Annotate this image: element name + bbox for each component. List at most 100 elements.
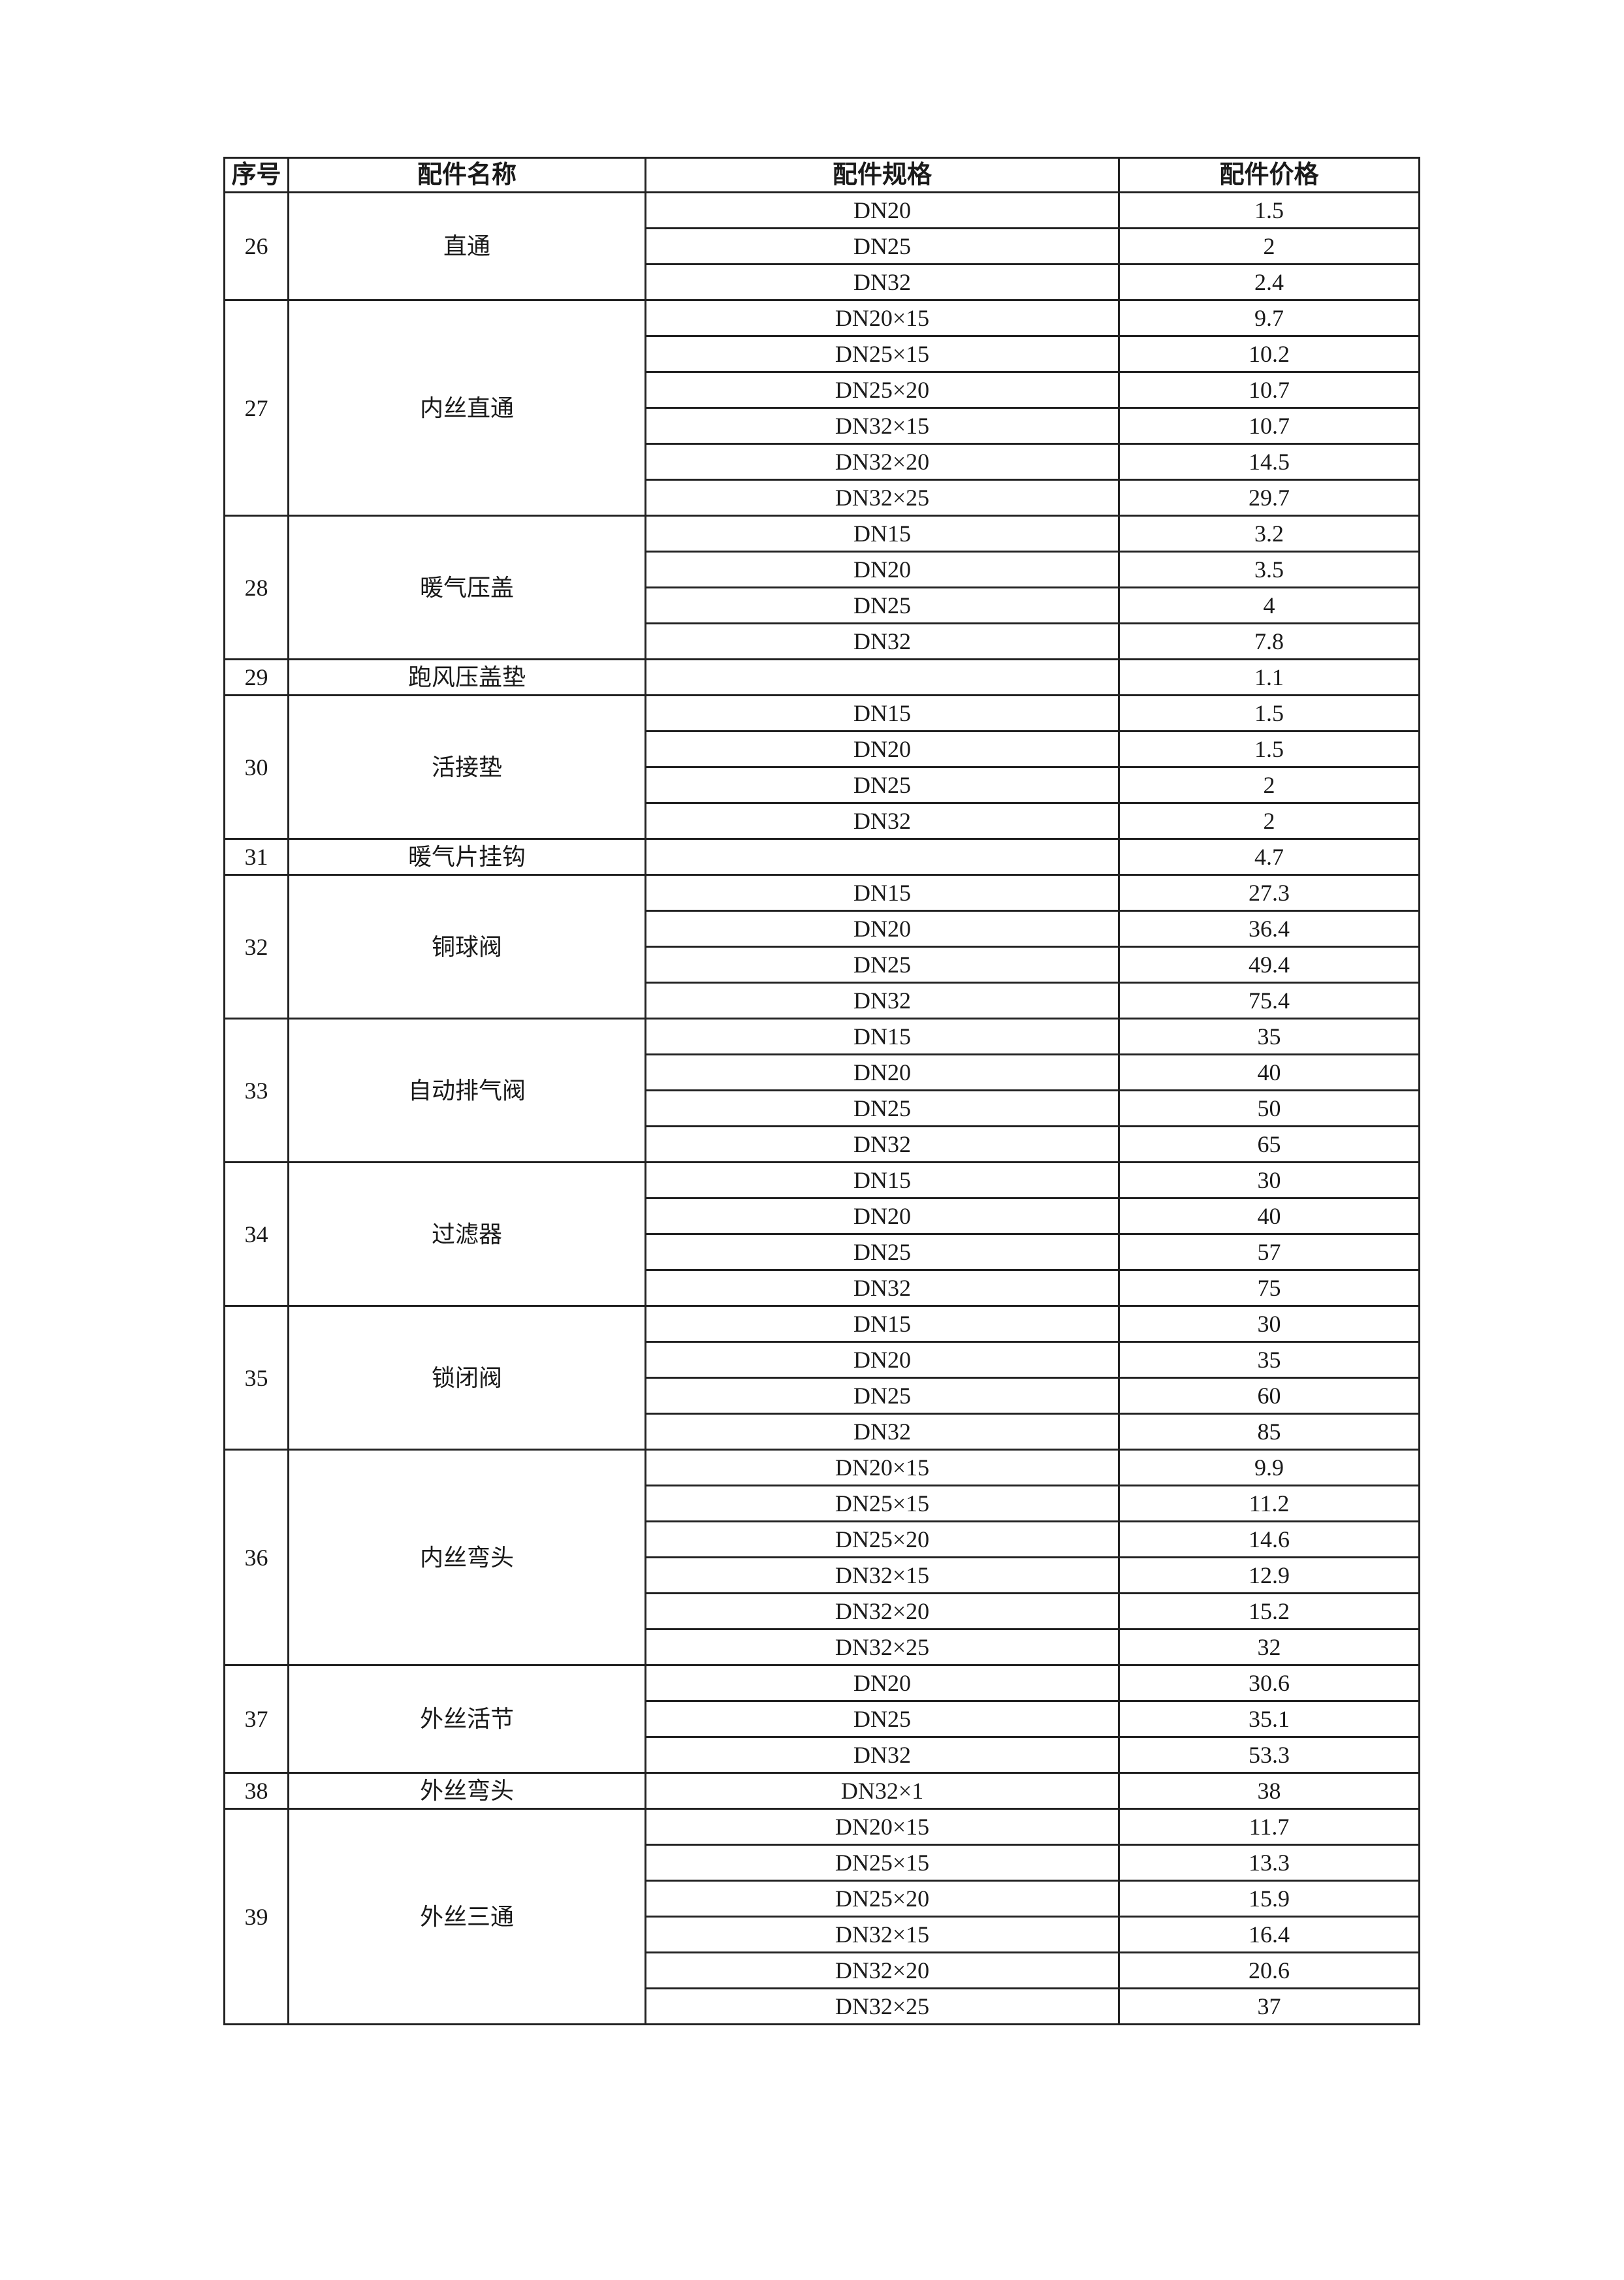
item-name: 自动排气阀: [287, 1018, 646, 1163]
item-spec: DN15: [645, 1305, 1120, 1343]
item-spec: DN20: [645, 1341, 1120, 1379]
table-row: DN32×25 29.7: [225, 479, 1420, 517]
item-price: 14.5: [1118, 443, 1420, 481]
table-row: DN32 7.8: [225, 622, 1420, 660]
item-name: 外丝弯头: [287, 1772, 646, 1810]
item-price: 4.7: [1118, 838, 1420, 876]
table-row: DN25×20 15.9: [225, 1880, 1420, 1918]
item-price: 13.3: [1118, 1844, 1420, 1882]
item-number: 26: [223, 191, 289, 301]
item-spec: DN32×20: [645, 443, 1120, 481]
table-row: 39 外丝三通 DN20×15 11.7: [223, 1808, 1420, 2025]
item-number: 37: [223, 1664, 289, 1774]
item-price: 60: [1118, 1377, 1420, 1415]
item-spec: DN20×15: [645, 1808, 1120, 1846]
item-price: 40: [1118, 1053, 1420, 1091]
table-row: DN32 2: [225, 802, 1420, 840]
table-row: 31 暖气片挂钩 4.7: [223, 838, 1420, 876]
item-spec: DN20: [645, 910, 1120, 948]
table-row: DN32×20 15.2: [225, 1592, 1420, 1630]
table-row: DN25 57: [225, 1233, 1420, 1271]
item-price: 30: [1118, 1161, 1420, 1199]
item-price: 75.4: [1118, 982, 1420, 1020]
table-row: DN25×15 13.3: [225, 1844, 1420, 1882]
table-row: DN20 3.5: [225, 551, 1420, 588]
item-price: 29.7: [1118, 479, 1420, 517]
item-price: 1.5: [1118, 191, 1420, 229]
table-row: 38 外丝弯头 DN32×1 38: [223, 1772, 1420, 1810]
table-row: DN25 2: [225, 766, 1420, 804]
item-spec: DN15: [645, 874, 1120, 912]
item-price: 85: [1118, 1413, 1420, 1451]
item-price: 1.1: [1118, 658, 1420, 696]
table-row: 33 自动排气阀 DN15 35: [223, 1018, 1420, 1163]
item-number: 30: [223, 694, 289, 840]
table-row: DN20 36.4: [225, 910, 1420, 948]
item-price: 49.4: [1118, 946, 1420, 984]
item-name: 过滤器: [287, 1161, 646, 1307]
item-spec: DN20: [645, 191, 1120, 229]
table-row: 35 锁闭阀 DN15 30: [223, 1305, 1420, 1451]
item-price: 9.7: [1118, 299, 1420, 337]
item-price: 14.6: [1118, 1520, 1420, 1558]
item-spec: DN25: [645, 766, 1120, 804]
table-row: 37 外丝活节 DN20 30.6: [223, 1664, 1420, 1774]
item-spec: [645, 658, 1120, 696]
item-number: 27: [223, 299, 289, 517]
item-spec: DN25: [645, 1089, 1120, 1127]
item-price: 38: [1118, 1772, 1420, 1810]
table-row: 34 过滤器 DN15 30: [223, 1161, 1420, 1307]
table-row: DN25 60: [225, 1377, 1420, 1415]
table-row: 27 内丝直通 DN20×15 9.7: [223, 299, 1420, 517]
item-price: 36.4: [1118, 910, 1420, 948]
item-price: 12.9: [1118, 1556, 1420, 1594]
item-name: 铜球阀: [287, 874, 646, 1020]
item-name: 跑风压盖垫: [287, 658, 646, 696]
table-row: DN32×15 12.9: [225, 1556, 1420, 1594]
item-number: 31: [223, 838, 289, 876]
table-row: DN25×20 10.7: [225, 371, 1420, 409]
item-price: 16.4: [1118, 1916, 1420, 1953]
item-price: 2: [1118, 227, 1420, 265]
item-price: 11.2: [1118, 1485, 1420, 1522]
table-row: 29 跑风压盖垫 1.1: [223, 658, 1420, 696]
item-price: 20.6: [1118, 1951, 1420, 1989]
item-price: 7.8: [1118, 622, 1420, 660]
table-row: DN25 2: [225, 227, 1420, 265]
table-row: DN32 65: [225, 1125, 1420, 1163]
item-price: 40: [1118, 1197, 1420, 1235]
item-number: 33: [223, 1018, 289, 1163]
item-spec: DN32: [645, 1413, 1120, 1451]
table-row: 36 内丝弯头 DN20×15 9.9: [223, 1449, 1420, 1666]
item-spec: DN25×20: [645, 1520, 1120, 1558]
item-price: 75: [1118, 1269, 1420, 1307]
table-row: DN20 40: [225, 1053, 1420, 1091]
item-price: 11.7: [1118, 1808, 1420, 1846]
table-row: DN32 75: [225, 1269, 1420, 1307]
table-row: 28 暖气压盖 DN15 3.2: [223, 515, 1420, 660]
table-row: DN32 75.4: [225, 982, 1420, 1020]
item-name: 暖气压盖: [287, 515, 646, 660]
table-row: DN32×15 10.7: [225, 407, 1420, 445]
item-number: 34: [223, 1161, 289, 1307]
item-spec: DN25×15: [645, 1844, 1120, 1882]
item-price: 3.5: [1118, 551, 1420, 588]
item-spec: DN25: [645, 227, 1120, 265]
table-row: DN32×20 14.5: [225, 443, 1420, 481]
item-price: 15.2: [1118, 1592, 1420, 1630]
item-spec: DN32×25: [645, 1987, 1120, 2025]
table-row: DN32 53.3: [225, 1736, 1420, 1774]
item-price: 35.1: [1118, 1700, 1420, 1738]
item-price: 30.6: [1118, 1664, 1420, 1702]
table-row: 30 活接垫 DN15 1.5: [223, 694, 1420, 840]
item-price: 57: [1118, 1233, 1420, 1271]
item-price: 27.3: [1118, 874, 1420, 912]
item-number: 28: [223, 515, 289, 660]
item-number: 29: [223, 658, 289, 696]
item-spec: DN20: [645, 730, 1120, 768]
item-spec: DN32: [645, 1736, 1120, 1774]
item-spec: DN32×1: [645, 1772, 1120, 1810]
item-price: 32: [1118, 1628, 1420, 1666]
item-spec: DN20: [645, 1197, 1120, 1235]
item-spec: DN32×15: [645, 1556, 1120, 1594]
